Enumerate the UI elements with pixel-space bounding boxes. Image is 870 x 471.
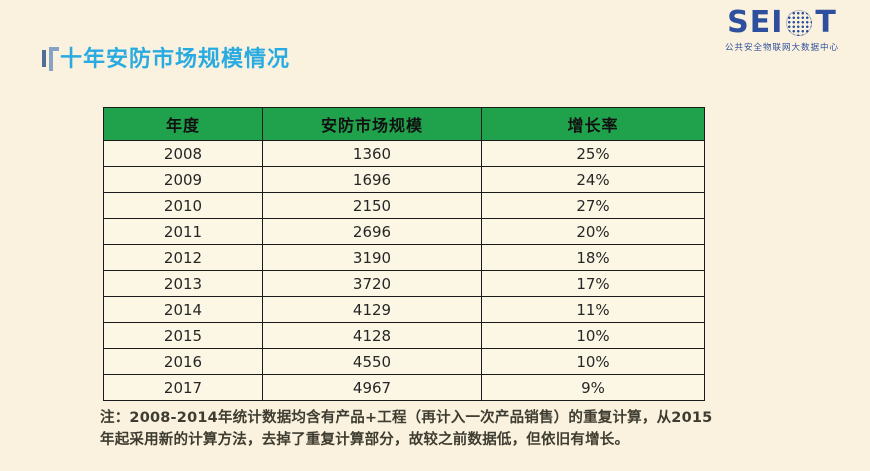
seiot-logo: SEI T 公共安全物联网大数据中心 [712,8,852,54]
table-cell: 2015 [103,322,263,349]
table-cell: 10% [481,322,705,349]
table-cell: 17% [481,270,705,297]
table-cell: 1360 [262,140,482,167]
table-row: 2008 1360 25% [103,140,705,167]
table-row: 2016 4550 10% [103,348,705,375]
table-cell: 4129 [262,296,482,323]
table-cell: 9% [481,374,705,401]
table-cell: 4128 [262,322,482,349]
table-row: 2017 4967 9% [103,374,705,401]
table-header-cell: 增长率 [481,107,705,141]
table-cell: 10% [481,348,705,375]
table-row: 2011 2696 20% [103,218,705,245]
table-cell: 20% [481,218,705,245]
table-row: 2015 4128 10% [103,322,705,349]
globe-icon [786,10,813,36]
quote-mark-bar [42,50,46,67]
table-cell: 2012 [103,244,263,271]
table-body: 2008 1360 25% 2009 1696 24% 2010 2150 27% 2011 269… [103,140,705,401]
table-row: 2013 3720 17% [103,270,705,297]
table-cell: 2150 [262,192,482,219]
table-cell: 18% [481,244,705,271]
table-row: 2010 2150 27% [103,192,705,219]
quote-mark-corner [49,47,59,71]
footnote: 注：2008-2014年统计数据均含有产品+工程（再计入一次产品销售）的重复计算… [100,407,718,452]
table-cell: 2013 [103,270,263,297]
table-cell: 11% [481,296,705,323]
footnote-line-2: 年起采用新的计算方法，去掉了重复计算部分，故较之前数据低，但依旧有增长。 [100,432,630,449]
table-header-cell: 安防市场规模 [262,107,482,141]
table-cell: 4967 [262,374,482,401]
table-cell: 24% [481,166,705,193]
table-cell: 4550 [262,348,482,375]
table-cell: 2008 [103,140,263,167]
table-cell: 2010 [103,192,263,219]
table-cell: 25% [481,140,705,167]
logo-letters-sei: SEI [727,5,784,40]
table-cell: 27% [481,192,705,219]
table-header-row: 年度 安防市场规模 增长率 [103,107,705,141]
quote-mark-icon [42,47,60,75]
title-block: 十年安防市场规模情况 [42,46,290,75]
seiot-logo-wordmark: SEI T [712,8,852,38]
table-cell: 2696 [262,218,482,245]
table-row: 2009 1696 24% [103,166,705,193]
table-cell: 2009 [103,166,263,193]
table-cell: 3190 [262,244,482,271]
table-row: 2014 4129 11% [103,296,705,323]
table-cell: 2011 [103,218,263,245]
table-cell: 2014 [103,296,263,323]
page-title: 十年安防市场规模情况 [60,47,291,72]
logo-letter-t: T [815,5,837,40]
table-header-cell: 年度 [103,107,263,141]
footnote-line-1: 注：2008-2014年统计数据均含有产品+工程（再计入一次产品销售）的重复计算… [100,410,713,426]
table-row: 2012 3190 18% [103,244,705,271]
table-cell: 2017 [103,374,263,401]
table-cell: 2016 [103,348,263,375]
table-cell: 1696 [262,166,482,193]
logo-subtitle: 公共安全物联网大数据中心 [724,43,839,53]
market-scale-table: 年度 安防市场规模 增长率 2008 1360 25% 2009 1696 24% 2010 21… [103,107,705,401]
table-cell: 3720 [262,270,482,297]
